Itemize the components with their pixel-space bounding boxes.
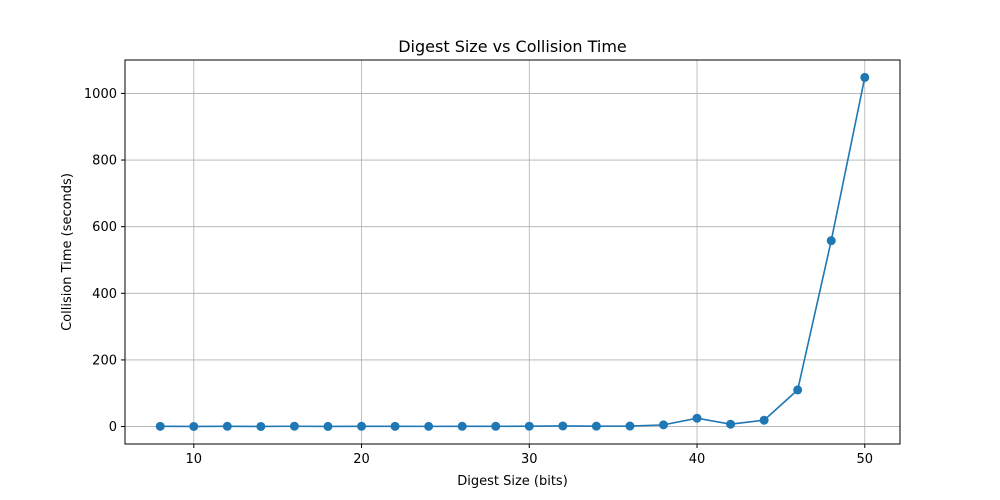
- data-point: [759, 415, 769, 425]
- y-tick-label: 1000: [84, 87, 117, 102]
- data-point: [155, 421, 165, 431]
- data-point: [524, 421, 534, 431]
- y-tick-label: 0: [109, 420, 117, 435]
- plot-area-frame: [124, 59, 901, 445]
- data-point: [357, 421, 367, 431]
- data-point: [323, 421, 333, 431]
- y-tick-label: 800: [92, 154, 117, 169]
- data-point: [591, 421, 601, 431]
- data-point: [826, 236, 836, 246]
- data-point: [289, 421, 299, 431]
- y-axis-label: Collision Time (seconds): [60, 173, 75, 331]
- x-axis-label: Digest Size (bits): [457, 474, 568, 489]
- grid: [125, 60, 900, 444]
- x-tick-label: 40: [689, 452, 706, 467]
- chart-title: Digest Size vs Collision Time: [398, 37, 627, 56]
- y-tick-label: 200: [92, 353, 117, 368]
- data-point: [457, 421, 467, 431]
- x-tick-label: 50: [856, 452, 873, 467]
- x-axis: 10 20 30 40 50: [186, 444, 873, 467]
- data-point: [491, 421, 501, 431]
- y-axis: 0 200 400 600 800 1000: [84, 87, 125, 435]
- series-line: [160, 77, 866, 428]
- x-tick-label: 10: [186, 452, 203, 467]
- x-tick-label: 30: [521, 452, 538, 467]
- x-tick-label: 20: [353, 452, 370, 467]
- data-point: [625, 421, 635, 431]
- data-point: [189, 421, 199, 431]
- data-point: [222, 421, 232, 431]
- y-tick-label: 400: [92, 287, 117, 302]
- data-point: [256, 421, 266, 431]
- data-point: [860, 72, 870, 82]
- data-point: [558, 421, 568, 431]
- data-point: [390, 421, 400, 431]
- data-point: [658, 420, 668, 430]
- y-tick-label: 600: [92, 220, 117, 235]
- data-point: [424, 421, 434, 431]
- data-point: [793, 385, 803, 395]
- series: [155, 72, 870, 431]
- data-point: [692, 413, 702, 423]
- data-point: [726, 419, 736, 429]
